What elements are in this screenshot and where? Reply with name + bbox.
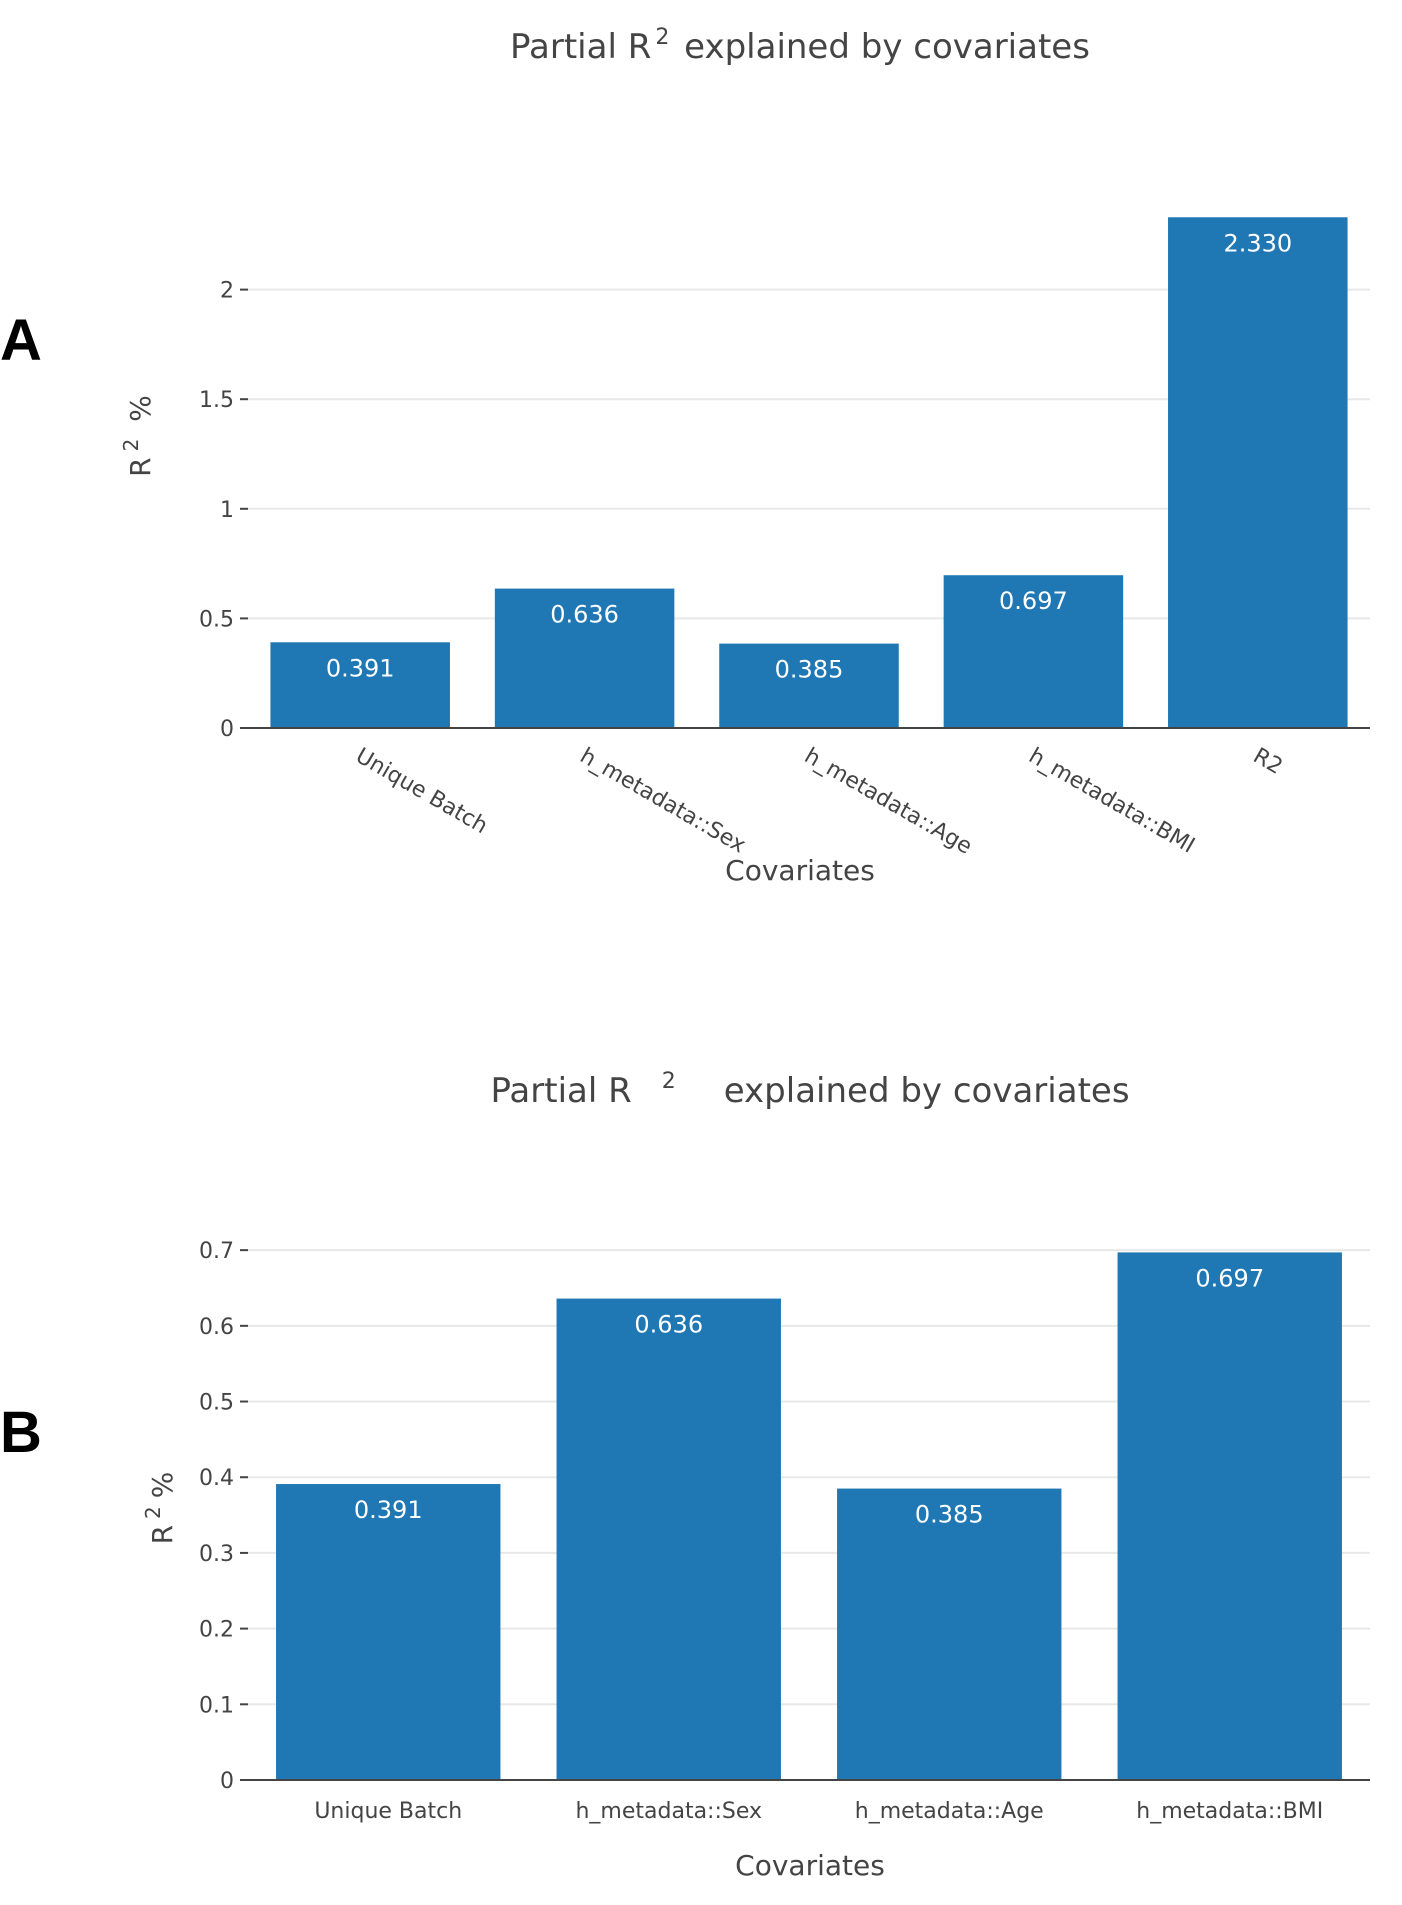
- y-axis-title-text: R: [146, 1525, 179, 1544]
- y-tick-label: 0.5: [199, 607, 234, 632]
- bar-data-label: 0.391: [354, 1496, 423, 1524]
- chart-title: Partial R 2 explained by covariates: [490, 1069, 1129, 1111]
- y-tick-label: 2: [220, 279, 234, 304]
- bar-data-label: 0.385: [775, 656, 844, 684]
- bar-data-label: 0.697: [1195, 1264, 1264, 1292]
- y-tick-label: 0.3: [199, 1542, 234, 1567]
- bar-data-label: 2.330: [1223, 229, 1292, 257]
- y-axis-title-text: R: [124, 457, 157, 476]
- x-axis-title: Covariates: [725, 854, 875, 887]
- x-tick-label: h_metadata::Sex: [575, 1799, 762, 1824]
- bar-2: [556, 1298, 781, 1780]
- x-tick-label: R2: [1249, 744, 1287, 780]
- bar-5: [1168, 217, 1348, 729]
- x-tick-label: Unique Batch: [314, 1799, 462, 1824]
- bar-1: [276, 1484, 501, 1780]
- y-tick-label: 0.7: [199, 1239, 234, 1264]
- x-tick-label: h_metadata::BMI: [1136, 1799, 1323, 1824]
- y-tick-label: 0.1: [199, 1693, 234, 1718]
- bar-4: [1117, 1252, 1342, 1780]
- y-axis-title-superscript: 2: [119, 439, 143, 452]
- bar-4: [943, 575, 1124, 728]
- bar-data-label: 0.636: [634, 1311, 703, 1339]
- bar-data-label: 0.697: [999, 587, 1068, 615]
- bar-data-label: 0.391: [326, 654, 395, 682]
- y-tick-label: 1: [220, 498, 234, 523]
- x-axis-title: Covariates: [735, 1849, 885, 1882]
- chart-title-text: Partial R: [510, 27, 651, 67]
- x-tick-label: h_metadata::BMI: [1024, 744, 1198, 859]
- bar-1: [270, 642, 450, 728]
- y-tick-label: 0.4: [199, 1466, 234, 1491]
- x-tick-label: h_metadata::Age: [800, 744, 976, 860]
- panel-label: A: [0, 308, 42, 373]
- bar-3: [719, 643, 899, 728]
- y-axis-title: R 2%: [141, 1472, 179, 1545]
- bar-data-label: 0.385: [915, 1501, 984, 1529]
- y-axis-title-unit: %: [146, 1472, 179, 1499]
- chart-title-superscript: 2: [662, 1069, 676, 1094]
- bar-data-label: 0.636: [550, 601, 619, 629]
- y-tick-label: 0.5: [199, 1391, 234, 1416]
- y-axis-title: R 2 %: [119, 395, 157, 477]
- y-tick-label: 0: [220, 1769, 234, 1794]
- panel-label: B: [0, 1400, 42, 1465]
- y-tick-label: 0.6: [199, 1315, 234, 1340]
- bar-3: [837, 1488, 1062, 1780]
- y-tick-label: 1.5: [199, 388, 234, 413]
- y-tick-label: 0.2: [199, 1618, 234, 1643]
- chart-panel-b: B Partial R 2 explained by covariates 0 0.1 0.…: [0, 1069, 1370, 1882]
- y-axis-title-unit: %: [124, 395, 157, 431]
- chart-title-text-rest: explained by covariates: [673, 27, 1090, 67]
- chart-title-text: Partial R: [490, 1071, 631, 1111]
- x-tick-label: Unique Batch: [351, 744, 492, 840]
- chart-title-text-rest: explained by covariates: [724, 1071, 1130, 1111]
- x-tick-label: h_metadata::Sex: [576, 744, 750, 859]
- x-tick-label: h_metadata::Age: [855, 1799, 1044, 1824]
- chart-title-superscript: 2: [655, 25, 669, 50]
- bar-2: [494, 588, 675, 728]
- y-axis-title-superscript: 2: [141, 1506, 165, 1519]
- y-tick-label: 0: [220, 717, 234, 742]
